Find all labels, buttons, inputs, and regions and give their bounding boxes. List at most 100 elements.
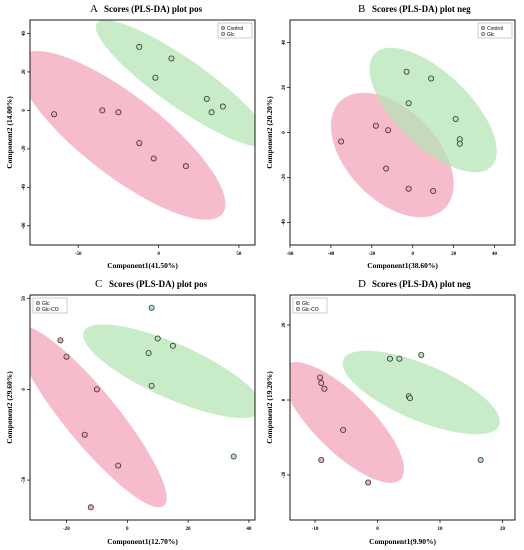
data-point-s2-3 [168, 55, 175, 62]
y-tick-label: 0 [22, 388, 27, 391]
legend-marker [220, 31, 226, 37]
data-point-s1-1 [57, 337, 64, 344]
data-point-s1-2 [318, 380, 325, 387]
data-point-s2-6 [456, 140, 463, 147]
panel-label: D [358, 278, 366, 290]
data-point-s1-3 [115, 109, 122, 116]
x-tick-label: 40 [492, 252, 498, 257]
legend-label: Glc-CO [42, 307, 59, 313]
chart-title: Scores (PLS-DA) plot pos [104, 4, 203, 14]
y-tick-label: 40 [282, 40, 287, 46]
legend-marker [35, 300, 41, 306]
y-tick-label: 0 [22, 109, 27, 112]
data-point-s2-6 [477, 456, 484, 463]
x-axis-label: Component1(12.70%) [107, 537, 178, 546]
y-tick-label: 20 [282, 85, 287, 91]
legend-label: Control [227, 26, 243, 32]
plot-frame [29, 19, 256, 246]
x-tick-label: 40 [246, 527, 252, 532]
data-point-s2-5 [208, 109, 215, 116]
data-point-s1-2 [63, 353, 70, 360]
legend-marker [295, 306, 301, 312]
legend-label: Glc [227, 32, 235, 38]
data-point-s1-2 [372, 122, 379, 129]
data-point-s2-3 [428, 75, 435, 82]
y-tick-label: -40 [282, 219, 287, 226]
x-tick-label: -40 [328, 252, 335, 257]
y-tick-label: -20 [22, 145, 27, 152]
y-tick-label: -50 [22, 476, 27, 483]
data-point-s2-2 [405, 100, 412, 107]
data-point-s2-3 [169, 342, 176, 349]
confidence-ellipse-1 [290, 362, 404, 483]
plot-frame [29, 294, 256, 521]
x-tick-label: 20 [451, 252, 457, 257]
x-tick-label: 0 [157, 252, 160, 257]
chart-title: Scores (PLS-DA) plot neg [372, 4, 471, 14]
chart-panel-d: D Scores (PLS-DA) plot neg -10 0 10 20 -20 0 20 C… [265, 278, 516, 546]
data-point-s2-2 [396, 355, 403, 362]
data-point-s1-1 [316, 374, 323, 381]
chart-panel-c: C Scores (PLS-DA) plot pos -20 0 20 40 -50 0 50 C… [5, 278, 256, 546]
data-point-s1-5 [405, 185, 412, 192]
legend-marker [220, 25, 226, 31]
x-tick-label: -60 [287, 252, 294, 257]
x-tick-label: 20 [186, 527, 192, 532]
data-point-s2-5 [406, 395, 413, 402]
data-point-s2-1 [386, 355, 393, 362]
y-tick-label: -40 [22, 183, 27, 190]
y-tick-label: 50 [22, 296, 27, 302]
y-tick-label: -20 [282, 174, 287, 181]
data-point-s2-2 [152, 74, 159, 81]
x-tick-label: -10 [312, 527, 319, 532]
data-point-s2-4 [203, 95, 210, 102]
data-point-s2-5 [148, 382, 155, 389]
data-point-s1-3 [385, 127, 392, 134]
legend-marker [295, 300, 301, 306]
data-point-s1-5 [115, 462, 122, 469]
legend-marker [480, 31, 486, 37]
chart-title: Scores (PLS-DA) plot neg [372, 279, 471, 289]
data-point-s2-2 [154, 335, 161, 342]
x-tick-label: 0 [126, 527, 129, 532]
confidence-ellipse-2 [95, 20, 255, 147]
data-point-s1-1 [51, 111, 58, 118]
data-point-s2-1 [403, 68, 410, 75]
x-tick-label: -20 [368, 252, 375, 257]
y-tick-label: 20 [282, 322, 287, 328]
x-tick-label: 0 [376, 527, 379, 532]
chart-title: Scores (PLS-DA) plot pos [109, 279, 208, 289]
x-tick-label: 20 [500, 527, 506, 532]
y-tick-label: 0 [282, 131, 287, 134]
legend-marker [35, 306, 41, 312]
x-tick-label: -20 [63, 527, 70, 532]
legend-label: Control [487, 26, 503, 32]
legend-label: Glc [302, 301, 310, 307]
data-point-s1-4 [340, 426, 347, 433]
data-point-s2-4 [145, 350, 152, 357]
data-point-s2-1 [136, 43, 143, 50]
x-tick-label: 0 [411, 252, 414, 257]
x-axis-label: Component1(41.50%) [107, 261, 178, 270]
data-point-s1-3 [321, 385, 328, 392]
data-point-s1-4 [81, 431, 88, 438]
data-point-s1-5 [150, 155, 157, 162]
y-axis-label: Component2 (29.60%) [5, 371, 14, 444]
legend-label: Glc-CO [302, 307, 319, 313]
y-tick-label: -20 [282, 471, 287, 478]
chart-panel-b: B Scores (PLS-DA) plot neg -60 -40 -20 0 20 40 -… [265, 3, 516, 270]
panel-label: B [358, 3, 365, 15]
y-axis-label: Component2 (14.00%) [5, 96, 14, 169]
y-axis-label: Component2 (19.20%) [265, 371, 274, 444]
panel-label: C [95, 278, 102, 290]
confidence-ellipse-1 [30, 327, 167, 508]
data-point-s2-6 [230, 453, 237, 460]
data-point-s1-6 [430, 187, 437, 194]
data-point-s2-4 [452, 116, 459, 123]
y-tick-label: -60 [22, 222, 27, 229]
panel-label: A [90, 3, 98, 15]
